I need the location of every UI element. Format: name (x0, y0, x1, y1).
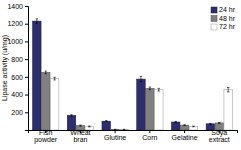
y-tick-label: 400 (11, 91, 23, 98)
y-tick-mark (25, 6, 28, 7)
legend-swatch (211, 24, 217, 30)
y-tick: 400 (11, 91, 28, 98)
y-tick: 600 (11, 74, 28, 81)
chart-container: 200 400 600 800 1000 1200 1400 Fishpowder Wheatb… (0, 0, 241, 150)
bar (50, 79, 59, 130)
bar (180, 125, 189, 130)
y-tick-mark (25, 95, 28, 96)
bar (111, 129, 120, 130)
y-tick-label: 1000 (7, 38, 23, 45)
y-tick: 200 (11, 109, 28, 116)
x-tick: Corn (142, 130, 157, 141)
y-tick-label: 200 (11, 109, 23, 116)
x-tick-label: Soyaextract (209, 129, 230, 143)
chart: 200 400 600 800 1000 1200 1400 Fishpowder Wheatb… (0, 0, 241, 150)
error-bar (88, 126, 90, 128)
x-axis-line (29, 131, 238, 134)
y-tick-mark (25, 41, 28, 42)
x-tick-mark (149, 130, 150, 133)
error-bar (79, 125, 81, 126)
y-axis-line (25, 7, 29, 131)
error-bar (45, 71, 47, 74)
x-axis: Fishpowder Wheatbran Glutine Corn Gelatine So… (29, 129, 238, 144)
error-bar (209, 123, 211, 125)
bar (41, 72, 50, 130)
legend-label: 72 hr (219, 23, 236, 30)
x-tick: Glutine (104, 130, 126, 141)
error-bar (149, 87, 151, 90)
x-tick-label: Fishpowder (34, 129, 58, 144)
y-tick-mark (25, 112, 28, 113)
bar (120, 129, 129, 130)
error-bar (174, 121, 176, 122)
error-bar (36, 19, 38, 23)
y-tick-label: 1200 (7, 20, 23, 27)
y-tick-mark (25, 77, 28, 78)
error-bar (227, 87, 229, 91)
bar (224, 90, 233, 130)
y-tick: 1200 (7, 20, 28, 27)
x-tick-mark (184, 130, 185, 133)
y-tick: 800 (11, 56, 28, 63)
error-bar (192, 126, 194, 128)
legend-swatch (211, 16, 217, 22)
x-tick-mark (115, 130, 116, 133)
error-bar (114, 129, 116, 130)
y-tick-label: 800 (11, 56, 23, 63)
error-bar (183, 124, 185, 126)
error-bar (218, 122, 220, 124)
y-tick-label: 600 (11, 74, 23, 81)
bar (102, 121, 111, 130)
bar (171, 122, 180, 130)
bar (137, 79, 146, 130)
y-tick-label: 1400 (7, 3, 23, 10)
bar (146, 88, 155, 130)
y-tick-mark (25, 59, 28, 60)
error-bar (70, 115, 72, 116)
y-tick: 1000 (7, 38, 28, 45)
plot-area (33, 19, 233, 130)
error-bar (53, 77, 55, 80)
x-tick-label: Corn (142, 134, 157, 141)
y-tick-mark (25, 24, 28, 25)
x-tick: Soyaextract (209, 129, 230, 143)
bar (154, 90, 163, 130)
x-tick: Gelatine (172, 130, 198, 141)
bar (189, 126, 198, 130)
x-tick: Fishpowder (34, 129, 58, 144)
legend-label: 24 hr (219, 6, 236, 13)
x-tick-label: Glutine (104, 134, 126, 141)
bar-series (33, 19, 215, 130)
bar-series (41, 71, 223, 130)
x-tick-label: Gelatine (172, 134, 198, 141)
error-bar (158, 88, 160, 91)
y-axis-title: Lipase activity (u/mg) (1, 35, 9, 101)
error-bar (140, 76, 142, 81)
y-tick: 1400 (7, 3, 28, 10)
y-axis: 200 400 600 800 1000 1200 1400 (7, 3, 28, 131)
legend-swatch (211, 7, 217, 13)
bar (67, 115, 76, 130)
legend: 24 hr 48 hr72 hr (211, 6, 236, 30)
legend-label: 48 hr (219, 15, 236, 22)
error-bar (105, 121, 107, 122)
x-tick: Wheatbran (70, 129, 90, 143)
error-bar (123, 129, 125, 130)
bar-series (50, 77, 232, 130)
x-tick-label: Wheatbran (70, 129, 90, 143)
bar (33, 21, 42, 130)
